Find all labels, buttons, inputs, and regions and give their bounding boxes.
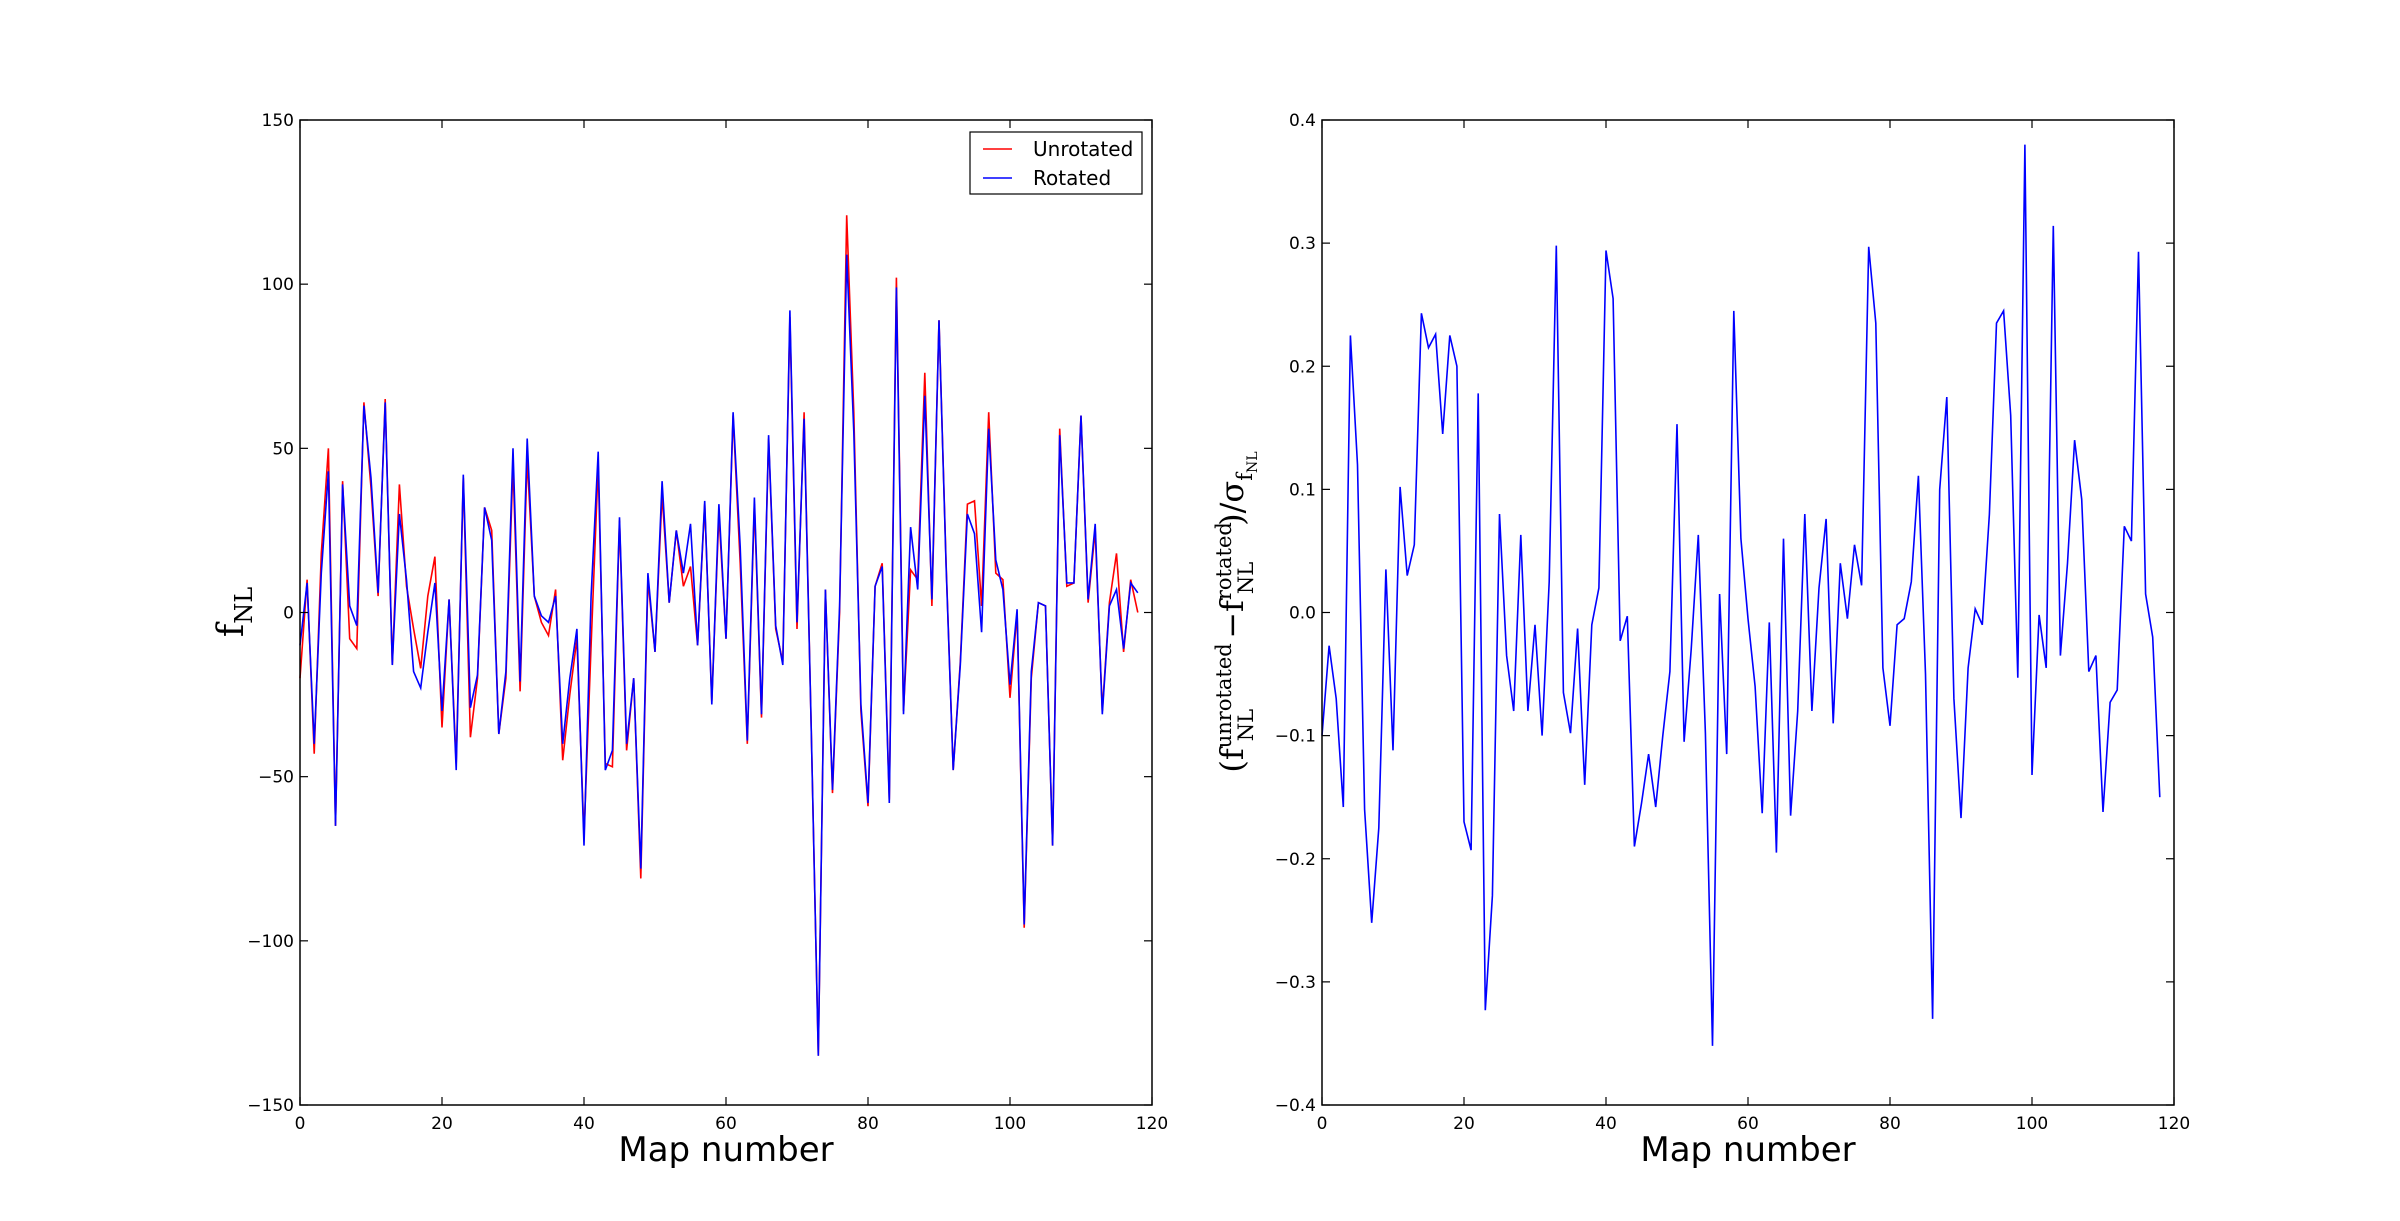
- y-tick-label: 0.4: [1289, 111, 1316, 131]
- y-tick-label: 0.3: [1289, 234, 1316, 254]
- x-tick-label: 100: [994, 1114, 1026, 1134]
- x-tick-label: 80: [1879, 1114, 1901, 1134]
- tick-group: 0 20 40 60 80 100 120 −0.4 −0.3 −0.2 −0.1 0.0 0.1 0.2…: [1275, 111, 2191, 1134]
- series-line-rotated: [299, 254, 1139, 1056]
- y-tick-label: 50: [272, 439, 294, 459]
- ylabel-sub3: f: [1233, 471, 1257, 481]
- ylabel-sub3b: NL: [1245, 451, 1261, 473]
- series-group: [1321, 144, 2161, 1046]
- x-tick-label: 40: [1595, 1114, 1617, 1134]
- x-tick-label: 80: [857, 1114, 879, 1134]
- ylabel-sup2: rotated: [1212, 522, 1236, 600]
- y-tick-label: −0.1: [1275, 727, 1316, 747]
- ylabel-minus: −f: [1213, 598, 1251, 649]
- legend-box: [969, 131, 1143, 195]
- x-tick-label: 20: [431, 1114, 453, 1134]
- ylabel-sub2: NL: [1234, 562, 1258, 594]
- series-line-difference: [1321, 144, 2161, 1046]
- y-tick-label: 0: [283, 604, 294, 624]
- ylabel-open: (f: [1213, 746, 1251, 772]
- x-tick-label: 120: [2158, 1114, 2190, 1134]
- y-tick-label: 0.0: [1289, 604, 1316, 624]
- y-tick-label: −100: [247, 932, 294, 952]
- y-axis-label: (funrotatedNL −frotatedNL)/σfNL: [1212, 451, 1261, 772]
- y-tick-label: 100: [262, 275, 294, 295]
- y-tick-label: −50: [258, 768, 294, 788]
- ylabel-sub1: NL: [1234, 709, 1258, 741]
- y-tick-label: −150: [247, 1096, 294, 1116]
- fnl-chart: 0 20 40 60 80 100 120 −150 −100 −50 0 50 100 150 Map …: [211, 111, 1168, 1170]
- x-tick-label: 120: [1136, 1114, 1168, 1134]
- y-tick-label: 150: [262, 111, 294, 131]
- x-axis-label: Map number: [1640, 1130, 1855, 1170]
- legend-label-unrotated: Unrotated: [1033, 137, 1133, 161]
- legend-label-rotated: Rotated: [1033, 166, 1111, 190]
- ylabel-sup1: unrotated: [1212, 643, 1236, 748]
- x-tick-label: 20: [1453, 1114, 1475, 1134]
- legend: Unrotated Rotated: [969, 131, 1143, 195]
- y-tick-label: 0.2: [1289, 357, 1316, 377]
- y-tick-label: −0.2: [1275, 850, 1316, 870]
- x-tick-label: 60: [715, 1114, 737, 1134]
- y-tick-label: 0.1: [1289, 480, 1316, 500]
- ylabel-close: )/σ: [1213, 481, 1251, 526]
- x-tick-label: 0: [295, 1114, 306, 1134]
- y-tick-label: −0.3: [1275, 973, 1316, 993]
- difference-chart: 0 20 40 60 80 100 120 −0.4 −0.3 −0.2 −0.1 0.0 0.1 0.2…: [1212, 111, 2190, 1170]
- tick-group: 0 20 40 60 80 100 120 −150 −100 −50 0 50 100 150: [247, 111, 1168, 1134]
- x-axis-label: Map number: [618, 1130, 833, 1170]
- y-axis-label-main: f: [211, 621, 252, 637]
- x-tick-label: 60: [1737, 1114, 1759, 1134]
- y-axis-label-sub: NL: [230, 587, 258, 624]
- x-tick-label: 40: [573, 1114, 595, 1134]
- x-tick-label: 0: [1317, 1114, 1328, 1134]
- plot-area: [300, 120, 1152, 1105]
- x-tick-label: 100: [2016, 1114, 2048, 1134]
- y-tick-label: −0.4: [1275, 1096, 1316, 1116]
- y-axis-label: fNL: [211, 587, 258, 637]
- series-group: [299, 215, 1139, 1056]
